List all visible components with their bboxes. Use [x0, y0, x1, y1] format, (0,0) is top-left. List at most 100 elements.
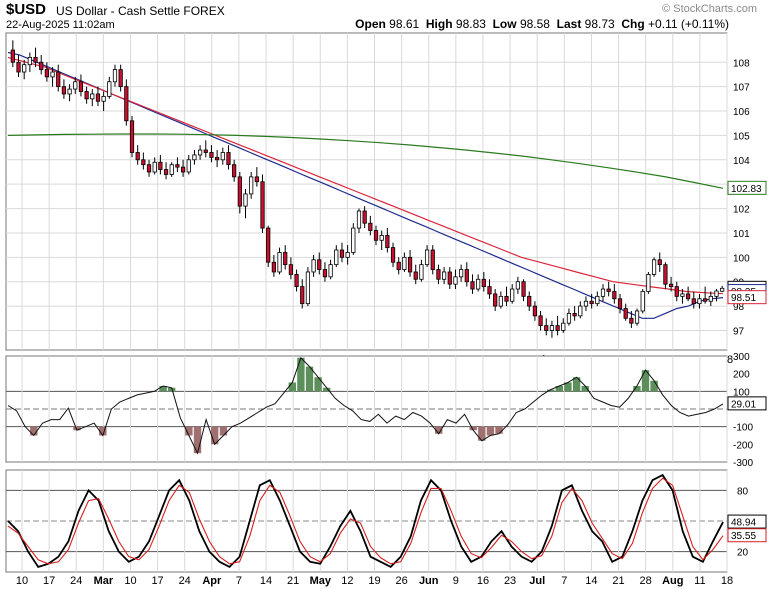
- candle-body: [107, 81, 112, 97]
- candle-body: [197, 149, 203, 156]
- last-label: Last: [556, 17, 582, 31]
- candle-body: [583, 300, 589, 307]
- candle-body: [407, 256, 413, 273]
- candle-body: [515, 281, 520, 290]
- candle-body: [379, 234, 384, 241]
- candle-body: [288, 264, 293, 275]
- candle-body: [459, 269, 464, 278]
- candle-body: [237, 176, 242, 207]
- date-tick-label: 26: [395, 575, 407, 587]
- date-tick-label: Jul: [529, 575, 545, 587]
- candle-body: [266, 227, 271, 263]
- candle-body: [600, 288, 606, 297]
- candle-body: [634, 310, 640, 324]
- candle-body: [663, 264, 668, 285]
- candle-body: [232, 164, 237, 178]
- candle-body: [686, 293, 691, 300]
- date-tick-label: 14: [260, 575, 272, 587]
- cci-last-tag-label: 29.01: [731, 399, 756, 410]
- stoch-k-last-tag-label: 48.94: [731, 518, 756, 529]
- price-tick-label: 102: [733, 205, 750, 216]
- candle-body: [118, 69, 123, 88]
- candle-body: [175, 164, 180, 168]
- candle-body: [260, 181, 265, 229]
- stoch-d-last-tag-label: 35.55: [731, 531, 756, 542]
- candle-body: [481, 278, 486, 287]
- cci-tick-label: -300: [733, 458, 753, 469]
- stoch-k-line: [7, 473, 724, 569]
- date-tick-label: 19: [368, 575, 380, 587]
- date-tick-label: 18: [721, 575, 733, 587]
- open-value: 98.61: [389, 17, 420, 31]
- stoch-d-last-tag-box: [727, 528, 767, 543]
- candle-body: [163, 169, 169, 175]
- candle-body: [720, 287, 725, 292]
- ohlc-summary: Open 98.61 High 98.83 Low 98.58 Last 98.…: [355, 17, 729, 31]
- candle-body: [169, 164, 174, 175]
- candle-body: [209, 152, 214, 158]
- candle-body: [538, 315, 543, 327]
- candle-body: [356, 210, 362, 229]
- candle-body: [50, 71, 55, 78]
- candle-body: [158, 161, 163, 170]
- date-tick-label: Apr: [202, 575, 222, 587]
- candle-body: [271, 261, 276, 273]
- candle-body: [277, 252, 282, 273]
- candle-body: [674, 286, 679, 297]
- candle-body: [510, 288, 515, 302]
- high-value: 98.83: [455, 17, 486, 31]
- high-label: High: [425, 17, 453, 31]
- quote-datetime: 22-Aug-2025 11:02am: [6, 19, 115, 31]
- date-tick-label: 24: [70, 575, 82, 587]
- candle-body: [334, 249, 339, 266]
- candle-body: [476, 278, 481, 290]
- price-last-tag-box: [727, 290, 767, 305]
- candle-body: [402, 256, 407, 270]
- candle-body: [243, 193, 248, 207]
- last-value: 98.73: [584, 17, 615, 31]
- price-tick-label: 100: [733, 253, 750, 264]
- stochastic-pane: 20 80 48.94 35.55 10 17 24 Mar 10 17 24 Apr 7 14 21 May…: [5, 469, 767, 587]
- cci-tick-label: -100: [733, 423, 753, 434]
- candle-body: [95, 93, 101, 102]
- candle-body: [362, 210, 367, 224]
- candle-body: [220, 152, 225, 161]
- candle-body: [413, 271, 418, 280]
- price-tick-label: 104: [733, 156, 750, 167]
- low-label: Low: [492, 17, 517, 31]
- candle-body: [561, 322, 566, 331]
- candle-body: [152, 161, 157, 173]
- candle-body: [589, 300, 594, 305]
- candle-body: [73, 81, 78, 90]
- price-last-tag-label: 98.51: [731, 293, 756, 304]
- candle-body: [612, 291, 617, 300]
- candle-body: [27, 56, 32, 66]
- candle-body: [691, 298, 696, 305]
- date-tick-label: 17: [43, 575, 55, 587]
- candle-body: [67, 88, 72, 95]
- candle-body: [714, 290, 719, 297]
- candle-body: [657, 259, 662, 266]
- candle-body: [135, 152, 140, 161]
- candle-body: [351, 227, 356, 253]
- date-tick-label: 7: [236, 575, 242, 587]
- candle-body: [544, 325, 549, 331]
- date-tick-label: 16: [477, 575, 489, 587]
- date-tick-label: 23: [504, 575, 516, 587]
- candle-body: [249, 176, 254, 195]
- open-label: Open: [355, 17, 386, 31]
- candle-body: [708, 295, 713, 302]
- candle-body: [697, 298, 702, 305]
- candle-body: [16, 61, 21, 73]
- candle-body: [572, 313, 577, 317]
- price-tick-label: 106: [733, 107, 750, 118]
- candle-body: [10, 49, 15, 63]
- candle-body: [578, 305, 583, 317]
- symbol-title: $USD: [6, 1, 47, 18]
- date-tick-label: 21: [287, 575, 299, 587]
- candle-body: [78, 81, 84, 92]
- candle-body: [651, 259, 657, 275]
- date-tick-label: 7: [561, 575, 567, 587]
- candle-body: [646, 274, 651, 292]
- candle-body: [493, 293, 498, 307]
